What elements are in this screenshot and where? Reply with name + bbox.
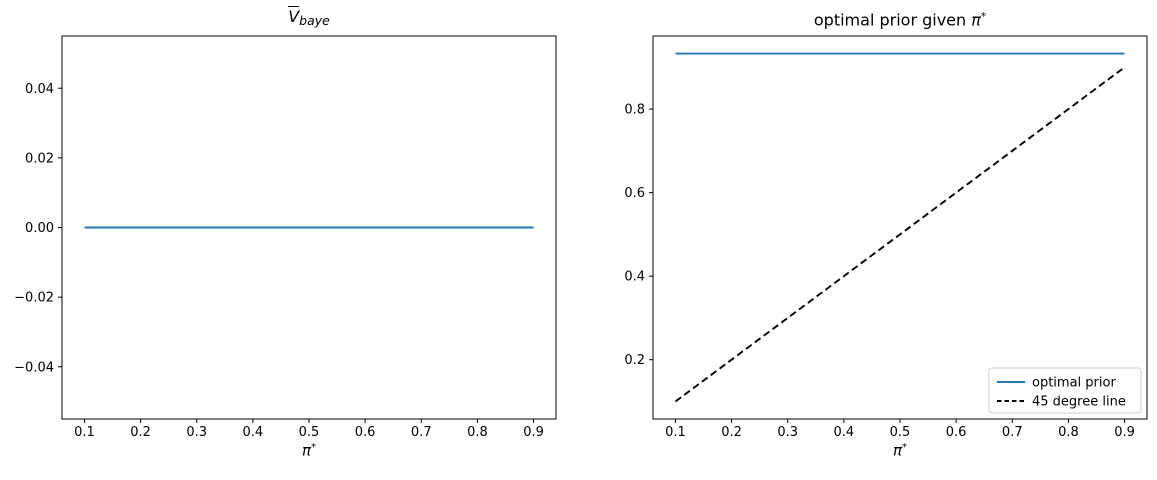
x-tick-label: 0.4 — [243, 425, 264, 440]
text-part: π — [893, 441, 903, 460]
y-tick-label: 0.02 — [25, 151, 54, 166]
x-tick-label: 0.3 — [186, 425, 207, 440]
x-tick-label: 0.9 — [1114, 425, 1135, 440]
y-tick-label: 0.04 — [25, 82, 54, 97]
x-tick-label: 0.3 — [777, 425, 798, 440]
text-part: π — [302, 441, 312, 460]
y-tick-label: 0.2 — [624, 353, 645, 368]
text-part: * — [980, 11, 987, 23]
y-tick-label: −0.02 — [14, 291, 54, 306]
text-part: V — [288, 7, 300, 26]
x-tick-label: 0.5 — [890, 425, 911, 440]
x-tick-label: 0.6 — [946, 425, 967, 440]
x-tick-label: 0.9 — [523, 425, 544, 440]
right-plot-title: optimal prior given π* — [653, 6, 1147, 32]
x-tick-label: 0.5 — [299, 425, 320, 440]
x-tick-label: 0.7 — [411, 425, 432, 440]
axes-frame — [652, 35, 1148, 420]
legend-box — [988, 367, 1142, 414]
series-line-45-degree-line — [674, 66, 1126, 403]
x-tick-label: 0.6 — [355, 425, 376, 440]
left-plot-axes: 0.1 0.2 0.3 0.4 0.5 0.6 0.7 0.8 0.9 −0.04 −0.02 0.0… — [14, 35, 557, 440]
x-tick-label: 0.2 — [130, 425, 151, 440]
x-tick-label: 0.7 — [1002, 425, 1023, 440]
x-tick-label: 0.1 — [74, 425, 95, 440]
left-plot-title: Vbaye — [62, 6, 556, 32]
right-plot-axes: 0.1 0.2 0.3 0.4 0.5 0.6 0.7 0.8 0.9 0.2 0.4 0.6 0.8 o… — [624, 35, 1148, 440]
x-tick-label: 0.8 — [467, 425, 488, 440]
legend: optimal prior 45 degree line — [988, 367, 1142, 414]
x-tick-label: 0.1 — [665, 425, 686, 440]
text-part: * — [902, 442, 907, 453]
text-part: π — [971, 10, 981, 30]
x-tick-label: 0.4 — [834, 425, 855, 440]
legend-label: 45 degree line — [1032, 395, 1126, 410]
right-plot-xlabel: π* — [653, 438, 1147, 460]
y-tick-label: 0.00 — [25, 221, 54, 236]
text-part: * — [311, 442, 316, 453]
x-tick-label: 0.8 — [1058, 425, 1079, 440]
y-tick-label: 0.8 — [624, 103, 645, 118]
left-plot-xlabel: π* — [62, 438, 556, 460]
legend-label: optimal prior — [1032, 376, 1116, 391]
x-tick-label: 0.2 — [721, 425, 742, 440]
y-tick-label: −0.04 — [14, 360, 54, 375]
text-part: baye — [299, 13, 330, 29]
text-part: optimal prior given — [813, 10, 972, 30]
y-tick-label: 0.4 — [624, 270, 645, 285]
y-tick-label: 0.6 — [624, 186, 645, 201]
